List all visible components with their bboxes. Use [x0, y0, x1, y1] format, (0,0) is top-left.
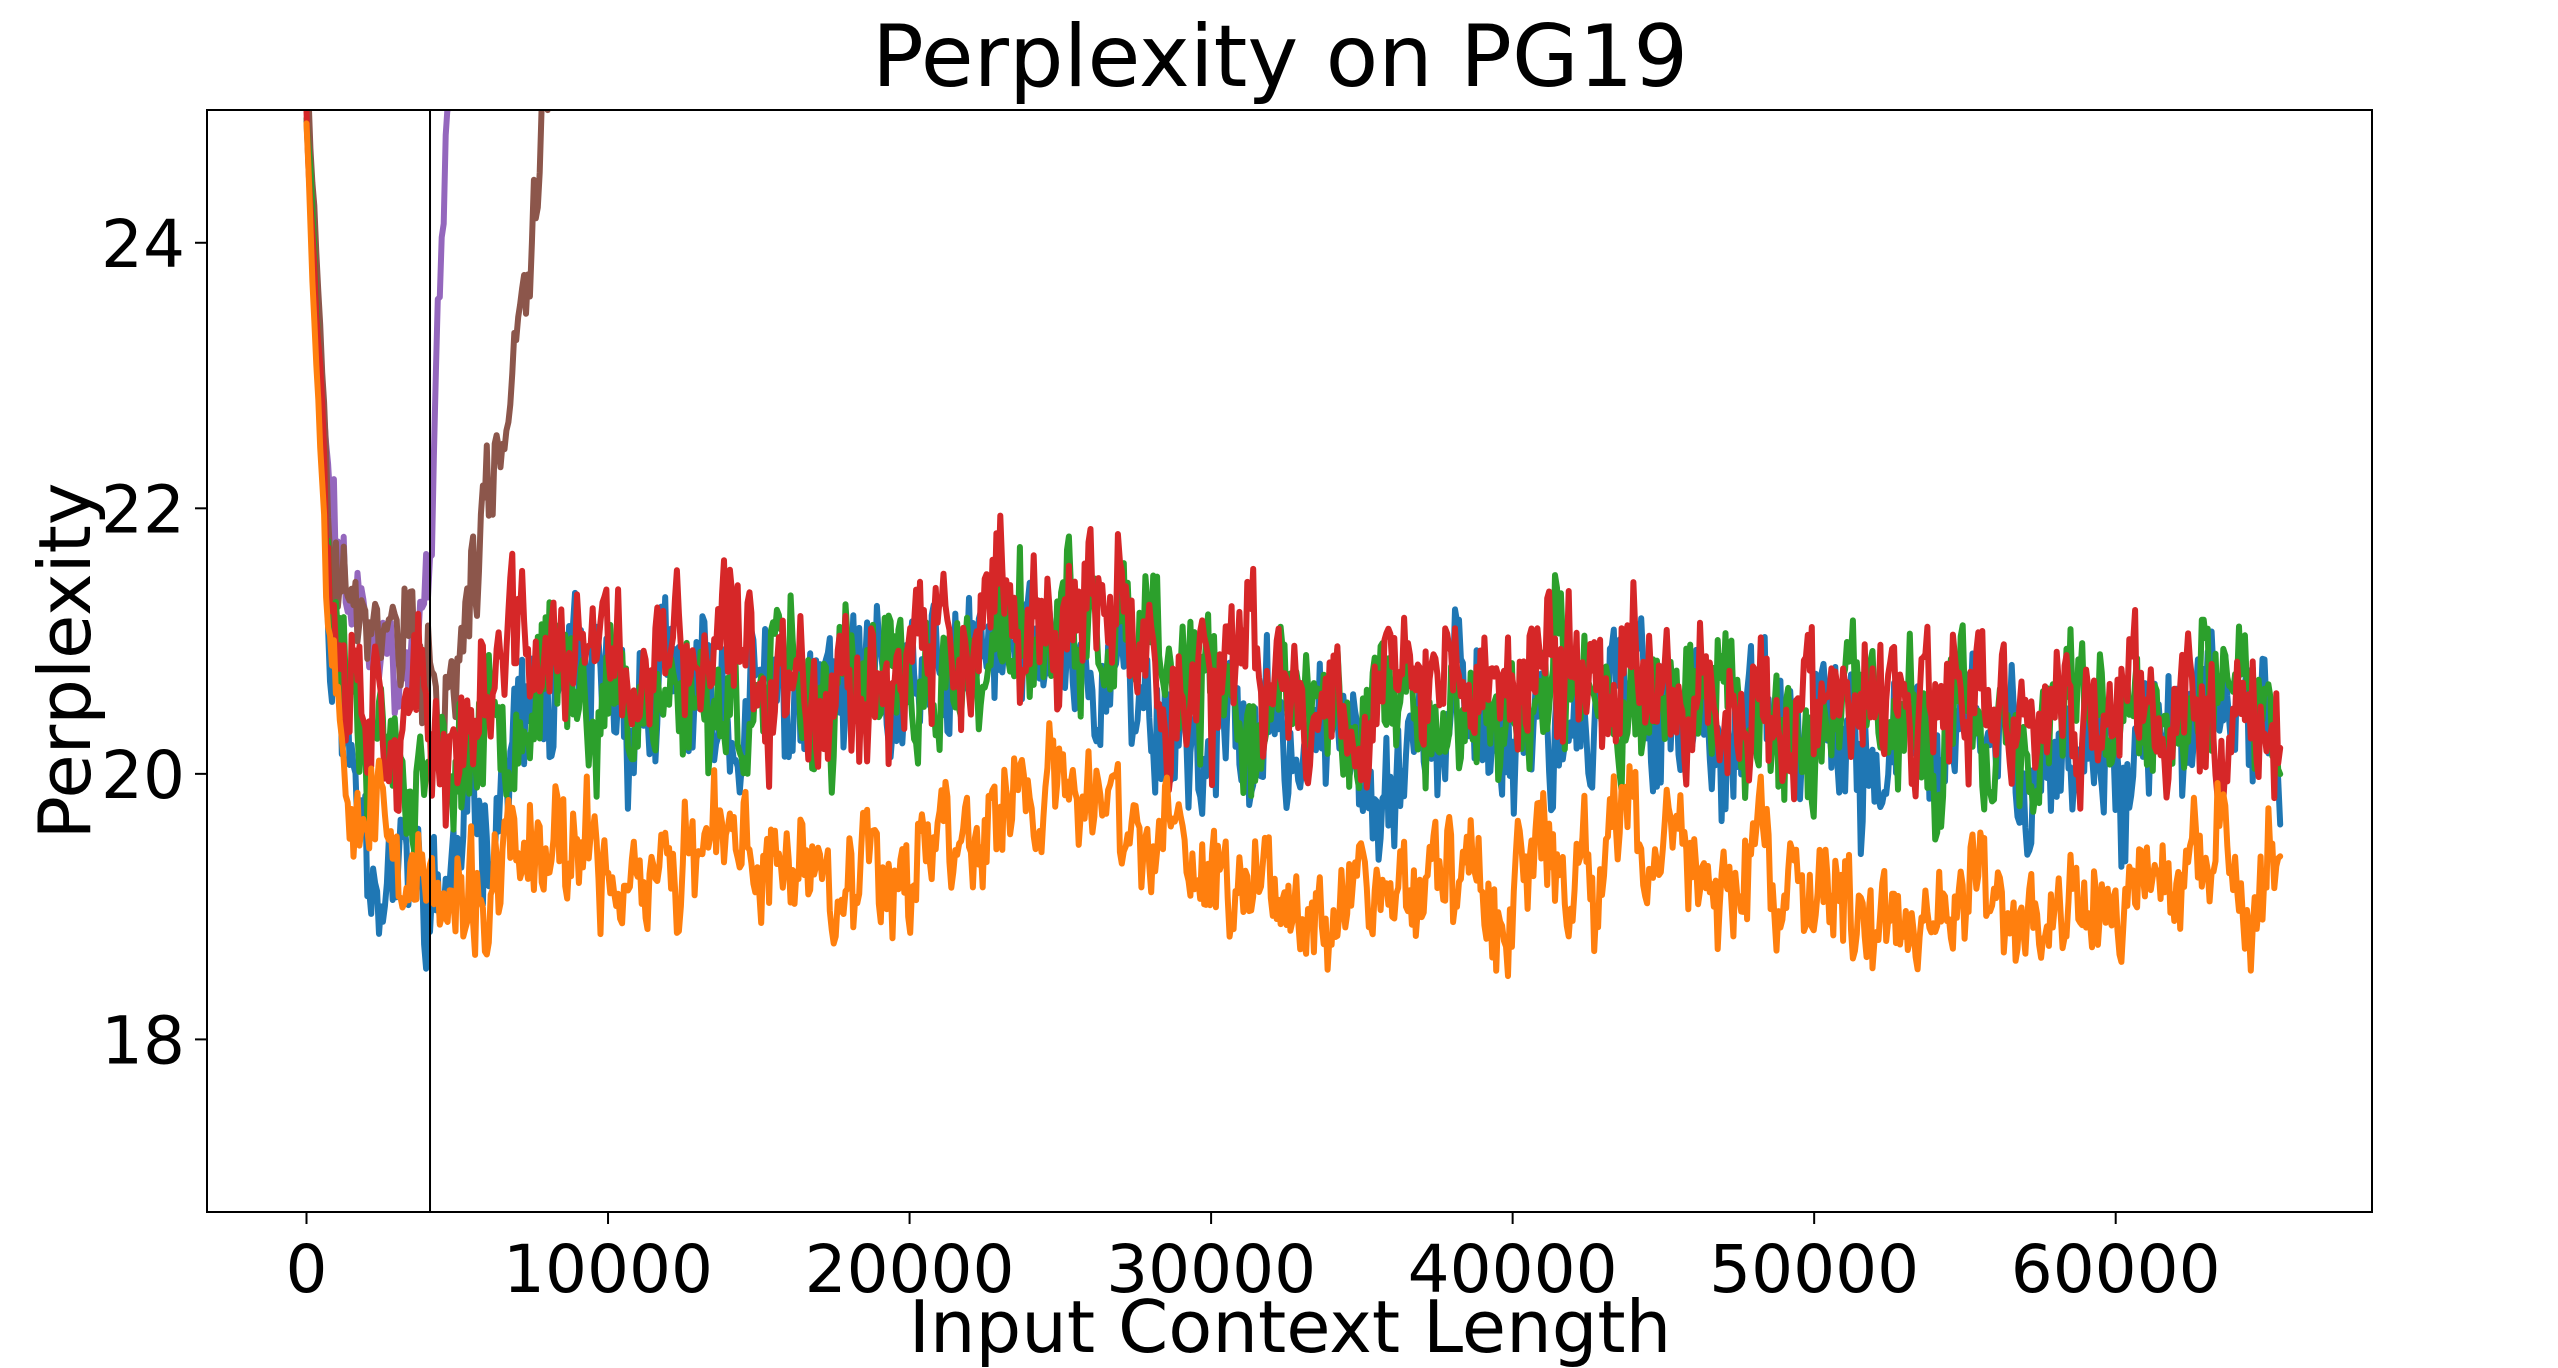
y-tick-label: 20 — [101, 737, 185, 814]
y-axis-label: Perplexity — [23, 483, 107, 840]
x-tick-label: 10000 — [503, 1231, 713, 1308]
series-group — [303, 110, 2284, 980]
x-tick-label: 40000 — [1408, 1231, 1618, 1308]
y-axis: 18 20 22 24 — [101, 206, 207, 1079]
plot-frame — [206, 109, 2373, 1213]
x-tick-label: 60000 — [2011, 1231, 2221, 1308]
series-line-red — [303, 110, 2284, 829]
x-axis-label: Input Context Length — [909, 1285, 1672, 1368]
plot-area — [303, 110, 2284, 1212]
x-tick-label: 30000 — [1106, 1231, 1316, 1308]
y-tick-label: 24 — [101, 206, 185, 283]
x-axis: 0 10000 20000 30000 40000 50000 60000 — [286, 1212, 2221, 1308]
x-tick-label: 0 — [286, 1231, 328, 1308]
x-tick-label: 20000 — [805, 1231, 1015, 1308]
y-tick-label: 22 — [101, 471, 185, 548]
series-line-orange — [303, 120, 2284, 980]
chart-title: Perplexity on PG19 — [872, 7, 1688, 107]
y-tick-label: 18 — [101, 1002, 185, 1079]
x-tick-label: 50000 — [1709, 1231, 1919, 1308]
